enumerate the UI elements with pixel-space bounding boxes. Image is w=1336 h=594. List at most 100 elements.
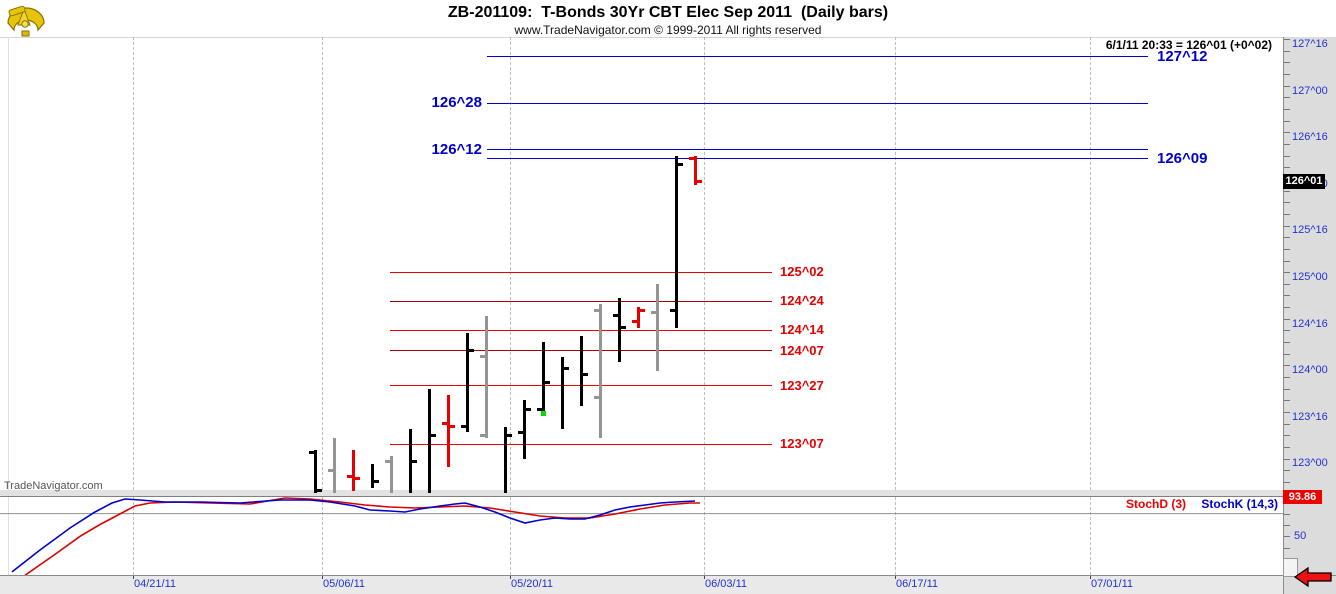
date-axis-tick [895, 575, 896, 579]
chart-subtitle: www.TradeNavigator.com © 1999-2011 All r… [514, 23, 822, 37]
price-axis-label: 123^16 [1292, 410, 1328, 423]
red-level-label: 124^14 [780, 322, 824, 338]
price-axis-tick [1284, 458, 1290, 460]
close-tick [545, 381, 550, 385]
price-axis-label: 124^16 [1292, 317, 1328, 330]
stochk-legend-label[interactable]: StochK (14,3) [1201, 497, 1278, 511]
close-tick [564, 366, 569, 370]
price-axis-tick [1284, 120, 1290, 122]
price-axis-tick [1284, 318, 1290, 320]
red-level-line[interactable] [390, 300, 772, 302]
price-axis-tick [1284, 213, 1290, 215]
stoch-value-tag: 93.86 [1283, 490, 1322, 504]
stoch-axis-tick [1284, 524, 1290, 526]
price-bar [447, 394, 450, 468]
panel-divider-band [0, 490, 1283, 496]
price-axis-tick [1284, 190, 1290, 192]
close-tick [678, 162, 683, 166]
blue-level-label: 127^12 [1157, 47, 1208, 65]
close-tick [374, 480, 379, 484]
price-axis-label: 127^16 [1292, 38, 1328, 50]
red-level-line[interactable] [390, 271, 772, 273]
price-axis-tick [1284, 155, 1290, 157]
price-axis-tick [1284, 377, 1290, 379]
price-axis-tick [1284, 144, 1290, 146]
date-axis-tick [1090, 575, 1091, 579]
price-bar [523, 400, 526, 459]
open-tick [537, 407, 542, 411]
axis-resize-handle[interactable] [1283, 558, 1298, 577]
price-axis-label: 127^00 [1292, 84, 1328, 97]
stoch-bottom-border [0, 575, 1336, 576]
red-level-label: 124^07 [780, 342, 824, 358]
price-axis-tick [1284, 330, 1290, 332]
red-level-line[interactable] [390, 443, 772, 445]
scroll-left-arrow-button[interactable] [1293, 566, 1334, 589]
signal-dot [541, 410, 546, 416]
open-tick [613, 314, 618, 318]
price-bar [352, 449, 355, 491]
stoch-axis-tick [1284, 547, 1290, 549]
open-tick [309, 451, 314, 455]
date-label: 06/03/11 [704, 578, 747, 590]
date-label: 06/17/11 [895, 578, 938, 590]
price-axis-tick [1284, 481, 1290, 483]
blue-level-line[interactable] [487, 158, 1148, 160]
price-axis-label: 123^00 [1292, 457, 1328, 470]
price-axis-tick [1284, 295, 1290, 297]
open-tick [461, 425, 466, 429]
blue-level-line[interactable] [487, 102, 1148, 104]
price-axis-tick [1284, 62, 1290, 64]
blue-level-label: 126^28 [431, 94, 482, 112]
blue-level-line[interactable] [487, 149, 1148, 151]
price-axis-tick [1284, 85, 1290, 87]
close-tick [507, 433, 512, 437]
price-bar [561, 356, 564, 430]
price-axis-tick [1284, 39, 1290, 41]
close-tick [469, 349, 474, 353]
date-label: 05/06/11 [322, 578, 365, 590]
price-bar [409, 429, 412, 493]
blue-level-label: 126^12 [431, 140, 482, 158]
price-axis-label: 125^00 [1292, 271, 1328, 283]
price-axis-tick [1284, 237, 1290, 239]
price-axis-label: 125^16 [1292, 224, 1328, 237]
price-stoch-divider[interactable] [0, 496, 1283, 497]
vertical-gridline [704, 37, 705, 575]
stochd-legend-label[interactable]: StochD (3) [1126, 497, 1186, 511]
blue-level-label: 126^09 [1157, 149, 1208, 167]
chart-top-border [0, 37, 1283, 38]
price-axis-tick [1284, 423, 1290, 425]
red-level-label: 123^27 [780, 377, 824, 393]
price-bar [656, 283, 659, 372]
price-axis-tick [1284, 97, 1290, 99]
red-level-label: 123^07 [780, 436, 824, 451]
price-axis-tick [1284, 342, 1290, 344]
stochd-line [24, 497, 700, 575]
price-axis-tick [1284, 272, 1290, 274]
price-axis-column[interactable] [1283, 37, 1336, 594]
price-bar [390, 455, 393, 493]
price-axis-tick [1284, 50, 1290, 52]
price-axis-label: 126^16 [1292, 131, 1328, 144]
stoch-axis-tick [1284, 536, 1290, 538]
price-bar [485, 315, 488, 439]
price-bar [675, 155, 678, 328]
stochk-line [11, 498, 696, 573]
close-tick [526, 407, 531, 411]
price-bar [599, 304, 602, 439]
close-tick [317, 489, 322, 493]
red-level-line[interactable] [390, 329, 772, 331]
close-tick [640, 308, 645, 312]
open-tick [480, 355, 485, 359]
date-label: 04/21/11 [133, 578, 176, 590]
price-bar [694, 155, 697, 185]
red-level-label: 125^02 [780, 264, 824, 280]
blue-level-line[interactable] [487, 56, 1148, 58]
chart-title: ZB-201109: T-Bonds 30Yr CBT Elec Sep 201… [447, 4, 889, 21]
open-tick [689, 157, 694, 161]
open-tick [670, 308, 675, 312]
open-tick [480, 433, 485, 437]
vertical-gridline [895, 37, 896, 575]
